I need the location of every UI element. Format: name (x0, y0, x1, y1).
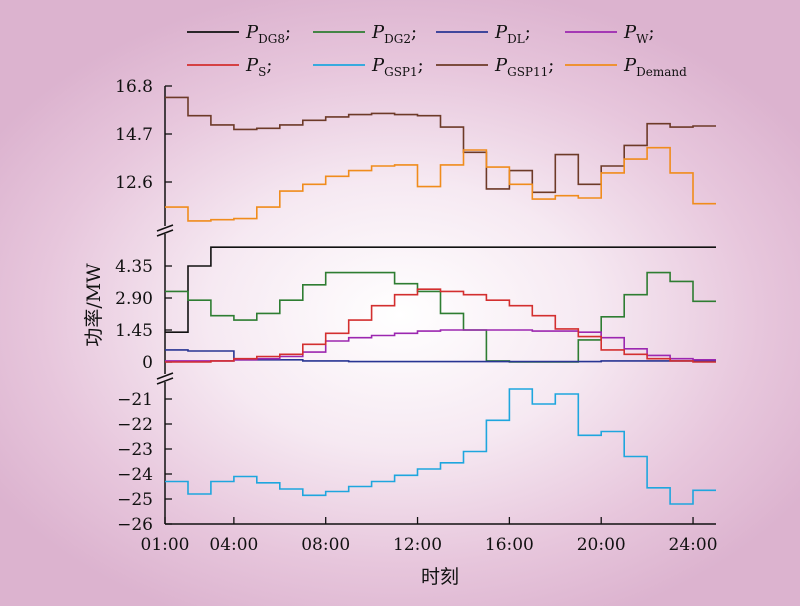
x-axis-title: 时刻 (421, 566, 459, 588)
y-tick-label: 16.8 (115, 77, 153, 97)
axis-break-lower (156, 372, 174, 385)
legend-label-DL: PDL; (494, 22, 531, 46)
legend-label-GSP1: PGSP1; (371, 55, 424, 79)
series-line-DG2 (165, 271, 716, 363)
y-tick-label: −22 (117, 415, 153, 435)
y-tick-label: 12.6 (115, 173, 153, 193)
y-tick-label: −23 (117, 440, 153, 460)
legend-entry-W: PW; (565, 22, 655, 46)
x-tick-label: 24:00 (669, 535, 718, 555)
legend-entry-GSP11: PGSP11; (436, 55, 554, 79)
series-line-W (165, 329, 716, 362)
x-tick-label: 16:00 (485, 535, 534, 555)
series-line-S (165, 288, 716, 363)
y-tick-label: 2.90 (115, 289, 153, 309)
legend-label-S: PS; (245, 55, 272, 79)
y-tick-label: −24 (117, 465, 153, 485)
legend-label-Demand: PDemand (623, 55, 687, 79)
legend-label-DG8: PDG8; (245, 22, 291, 46)
series-line-DG8 (165, 246, 716, 333)
y-tick-label: −21 (117, 390, 153, 410)
legend-entry-S: PS; (187, 55, 272, 79)
legend-entry-GSP1: PGSP1; (313, 55, 424, 79)
y-tick-label: 14.7 (115, 125, 153, 145)
y-axis-title: 功率/MW (83, 263, 105, 347)
legend-entry-DG8: PDG8; (187, 22, 291, 46)
legend-entry-DG2: PDG2; (313, 22, 417, 46)
x-tick-label: 04:00 (209, 535, 258, 555)
x-tick-label: 08:00 (301, 535, 350, 555)
legend-label-W: PW; (623, 22, 655, 46)
legend-entry-Demand: PDemand (565, 55, 687, 79)
axes-group (156, 86, 716, 525)
x-tick-label: 12:00 (393, 535, 442, 555)
y-tick-label: −25 (117, 490, 153, 510)
y-tick-label: −26 (117, 515, 153, 535)
y-tick-label: 1.45 (115, 321, 153, 341)
series-line-GSP1 (165, 388, 716, 505)
legend-entry-DL: PDL; (436, 22, 531, 46)
legend-label-DG2: PDG2; (371, 22, 417, 46)
y-tick-label: 4.35 (115, 257, 153, 277)
y-tick-label: 0 (142, 353, 153, 373)
x-tick-label: 01:00 (141, 535, 190, 555)
axis-break-upper (156, 224, 174, 237)
series-line-Demand (165, 146, 716, 222)
legend-label-GSP11: PGSP11; (494, 55, 554, 79)
x-tick-label: 20:00 (577, 535, 626, 555)
